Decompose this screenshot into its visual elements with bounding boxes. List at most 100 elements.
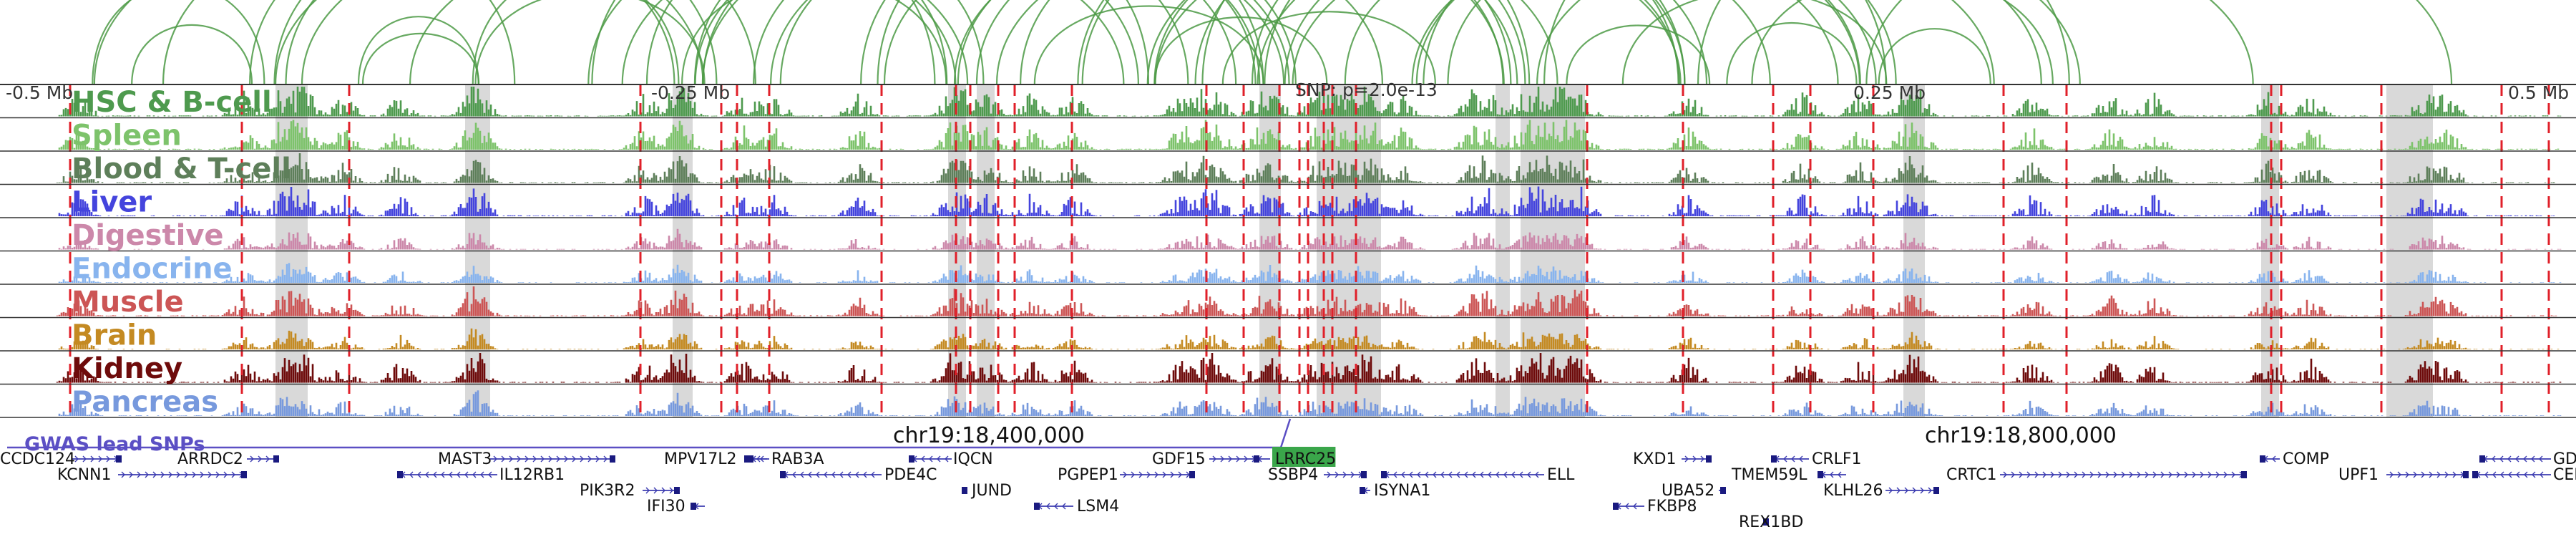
strand-arrow [82, 455, 87, 463]
gene-gdf15[interactable]: GDF15 [1152, 450, 1259, 468]
strand-arrow [653, 487, 658, 494]
strand-arrow [1178, 471, 1182, 478]
strand-arrow [449, 471, 453, 478]
strand-arrow [2184, 471, 2188, 478]
strand-arrow [501, 455, 505, 463]
signal-peaks [58, 120, 2560, 150]
gene-pik3r2[interactable]: PIK3R2 [580, 482, 680, 500]
gene-upf1[interactable]: UPF1 [2338, 466, 2469, 484]
strand-arrow [2499, 455, 2504, 463]
strand-arrow [1472, 471, 1476, 478]
strand-arrow [863, 471, 867, 478]
gene-label: MAST3 [438, 450, 492, 468]
strand-arrow [152, 471, 157, 478]
gene-rab3a[interactable]: RAB3A [748, 450, 824, 468]
signal-track [56, 153, 2555, 183]
gene-lsm4[interactable]: LSM4 [1034, 498, 1119, 516]
exon-block [2241, 471, 2247, 478]
strand-arrow [106, 455, 110, 463]
strand-arrow [1393, 471, 1397, 478]
coord-label-neg-0-25: -0.25 Mb [651, 82, 730, 103]
strand-arrow [921, 455, 925, 463]
exon-block [116, 455, 122, 463]
coord-label-neg-0-5: -0.5 Mb [6, 82, 73, 103]
gene-crlf1[interactable]: CRLF1 [1771, 450, 1862, 468]
strand-arrow [2515, 455, 2519, 463]
interaction-arc [1697, 0, 2070, 85]
strand-arrow [2413, 471, 2417, 478]
strand-arrow [2121, 471, 2125, 478]
interaction-arc [1221, 11, 1436, 85]
strand-arrow [2160, 471, 2165, 478]
gwas-track-label: GWAS lead SNPs [24, 433, 205, 455]
gene-kcnn1[interactable]: KCNN1 [57, 466, 247, 484]
gene-tmem59l[interactable]: TMEM59L [1731, 466, 1846, 484]
gene-cers1[interactable]: CERS1 [2472, 466, 2576, 484]
gene-kxd1[interactable]: KXD1 [1633, 450, 1712, 468]
gene-ssbp4[interactable]: SSBP4 [1268, 466, 1367, 484]
gene-label: CCDC124 [0, 450, 75, 468]
strand-arrow [1046, 503, 1050, 510]
gene-rex1bd[interactable]: REX1BD [1739, 513, 1803, 531]
strand-arrow [1488, 471, 1492, 478]
strand-arrow [176, 471, 180, 478]
strand-arrow [2082, 471, 2086, 478]
track-label: Brain [72, 319, 157, 352]
strand-arrow [824, 471, 828, 478]
strand-arrow [645, 487, 650, 494]
gene-lrrc25[interactable]: LRRC25 [1254, 447, 1336, 468]
interaction-arc [883, 0, 1261, 85]
strand-arrow [472, 471, 477, 478]
exon-block [2472, 471, 2478, 478]
gene-ifi30[interactable]: IFI30 [647, 498, 705, 516]
strand-arrow [1440, 471, 1445, 478]
strand-arrow [2231, 471, 2235, 478]
strand-arrow [2152, 471, 2157, 478]
exon-block [1034, 503, 1040, 510]
gene-arrdc2[interactable]: ARRDC2 [177, 450, 279, 468]
gene-uba52[interactable]: UBA52 [1662, 482, 1726, 500]
interaction-arc [1726, 22, 1858, 85]
gene-isyna1[interactable]: ISYNA1 [1360, 482, 1430, 500]
gene-pde4c[interactable]: PDE4C [780, 466, 937, 484]
strand-arrow [2507, 455, 2512, 463]
signal-peaks [58, 263, 2562, 283]
gene-label: KXD1 [1633, 450, 1676, 468]
gene-jund[interactable]: JUND [962, 482, 1012, 500]
exon-block [2463, 471, 2469, 478]
gene-crtc1[interactable]: CRTC1 [1946, 466, 2247, 484]
strand-arrow [871, 471, 875, 478]
strand-arrow [2137, 471, 2141, 478]
strand-arrow [1791, 455, 1795, 463]
strand-arrow [1154, 471, 1158, 478]
strand-arrow [760, 455, 764, 463]
gene-fkbp8[interactable]: FKBP8 [1613, 498, 1697, 516]
gene-label: LSM4 [1077, 498, 1119, 516]
strand-arrow [1783, 455, 1787, 463]
exon-block [1763, 518, 1769, 526]
strand-arrow [2042, 471, 2046, 478]
strand-arrow [1417, 471, 1421, 478]
gene-pgpep1[interactable]: PGPEP1 [1058, 466, 1195, 484]
gene-iqcn[interactable]: IQCN [909, 450, 993, 468]
strand-arrow [2192, 471, 2196, 478]
strand-arrow [831, 471, 836, 478]
gene-il12rb1[interactable]: IL12RB1 [397, 466, 565, 484]
gene-ccdc124[interactable]: CCDC124 [0, 450, 122, 468]
interaction-arc [1081, 0, 1526, 85]
strand-arrow [1456, 471, 1460, 478]
gene-ell[interactable]: ELL [1381, 466, 1575, 484]
gene-comp[interactable]: COMP [2260, 450, 2329, 468]
exon-block [610, 455, 615, 463]
strand-arrow [1928, 487, 1932, 494]
strand-arrow [580, 455, 584, 463]
gene-mast3[interactable]: MAST3 [438, 450, 615, 468]
strand-arrow [661, 487, 665, 494]
strand-arrow [509, 455, 513, 463]
strand-arrow [1131, 471, 1135, 478]
strand-arrow [816, 471, 820, 478]
interaction-arc [301, 0, 969, 85]
gene-label: CRTC1 [1946, 466, 1997, 484]
gene-klhl26[interactable]: KLHL26 [1823, 482, 1939, 500]
gene-gdf1[interactable]: GDF1 [2479, 450, 2576, 468]
